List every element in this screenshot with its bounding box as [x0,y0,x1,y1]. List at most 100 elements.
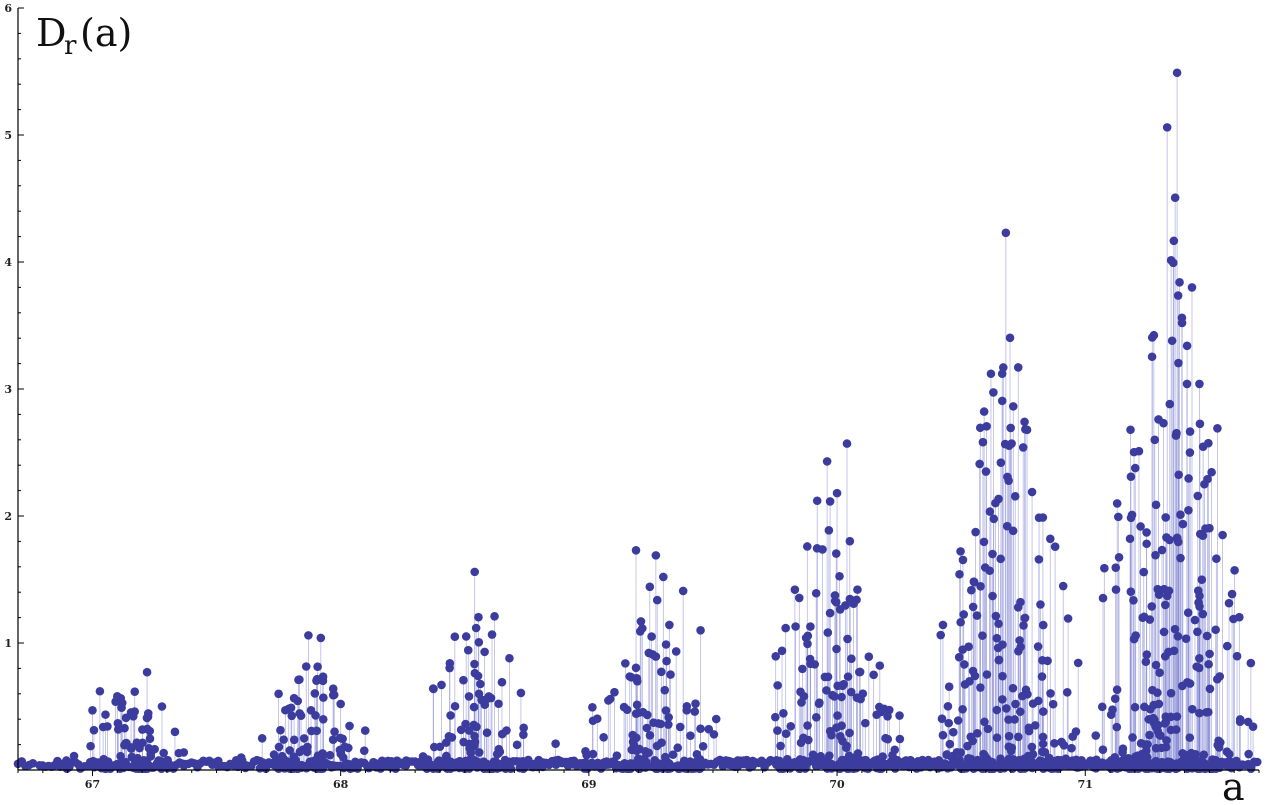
data-point [1173,632,1183,641]
data-point [853,585,862,594]
data-points [13,68,1262,774]
data-point [994,494,1003,504]
data-point [843,634,852,644]
data-point [649,718,658,728]
data-point [1151,500,1161,510]
data-point [779,709,788,718]
data-point [1071,727,1081,736]
data-point [319,693,328,702]
data-point [1038,656,1047,665]
data-point [1172,712,1182,721]
data-point [1157,545,1167,555]
data-point [470,567,479,577]
data-point [652,741,662,751]
data-point [942,750,952,760]
y-axis-title-sub: r [64,31,77,61]
data-point [989,514,999,524]
data-point [824,751,834,760]
data-point [1176,553,1185,563]
data-point [958,645,967,654]
data-point [825,726,835,736]
data-point [295,709,304,718]
data-point [1235,612,1244,622]
data-point [1100,563,1109,573]
data-point [1187,283,1197,292]
data-point [989,388,998,397]
data-point [1059,741,1069,750]
data-point [994,619,1003,629]
data-point [1126,472,1136,482]
data-point [1110,694,1120,704]
data-point [117,698,127,708]
data-point [129,711,138,721]
data-point [635,627,645,636]
data-point [711,714,721,724]
data-point [519,723,528,733]
data-point [709,730,719,739]
data-point [299,734,309,743]
data-point [1222,641,1232,651]
data-point [269,750,279,759]
x-tick-label: 68 [333,778,349,791]
data-point [773,681,782,690]
data-point [286,703,296,713]
data-point [1154,415,1163,424]
data-point [494,699,503,709]
data-point [336,699,345,709]
data-point [1006,423,1015,433]
data-point [1118,744,1128,753]
data-point [429,684,438,694]
data-point [1212,554,1221,564]
data-point [469,702,479,712]
data-point [450,701,460,711]
data-point [1160,652,1170,661]
data-point [884,705,894,715]
data-point [843,672,853,681]
data-point [661,706,671,715]
data-point [978,631,987,640]
data-point [985,507,995,516]
data-point [1160,600,1170,610]
data-point [976,683,985,692]
data-point [835,571,844,581]
data-point [847,654,856,663]
data-point [963,741,972,751]
data-point [1174,358,1183,368]
data-point [313,662,322,671]
data-point [551,739,560,748]
data-point [1134,446,1144,456]
data-point [664,720,673,729]
data-point [811,713,821,722]
data-point [1195,708,1204,718]
data-point [1111,585,1121,594]
data-point [831,597,841,607]
data-point [837,755,847,765]
data-point [975,459,984,469]
data-point [1157,743,1166,753]
data-point [804,735,813,745]
data-point [1150,435,1160,445]
data-point [502,726,511,735]
data-point [837,721,846,730]
data-point [982,670,992,679]
data-point [470,659,479,669]
x-tick-label: 67 [85,778,100,791]
data-point [955,569,964,579]
data-point [998,640,1007,649]
data-point [638,707,648,717]
data-point [1202,631,1212,641]
data-point [1194,663,1204,673]
data-point [988,591,997,601]
data-point [446,711,455,720]
data-point [875,661,885,670]
data-point [302,747,312,757]
data-point [837,692,846,702]
data-point [170,727,180,737]
data-point [497,677,507,687]
data-point [1207,467,1216,477]
data-point [1112,685,1122,694]
data-point [651,652,661,661]
data-point [665,620,674,630]
data-point [470,668,480,678]
